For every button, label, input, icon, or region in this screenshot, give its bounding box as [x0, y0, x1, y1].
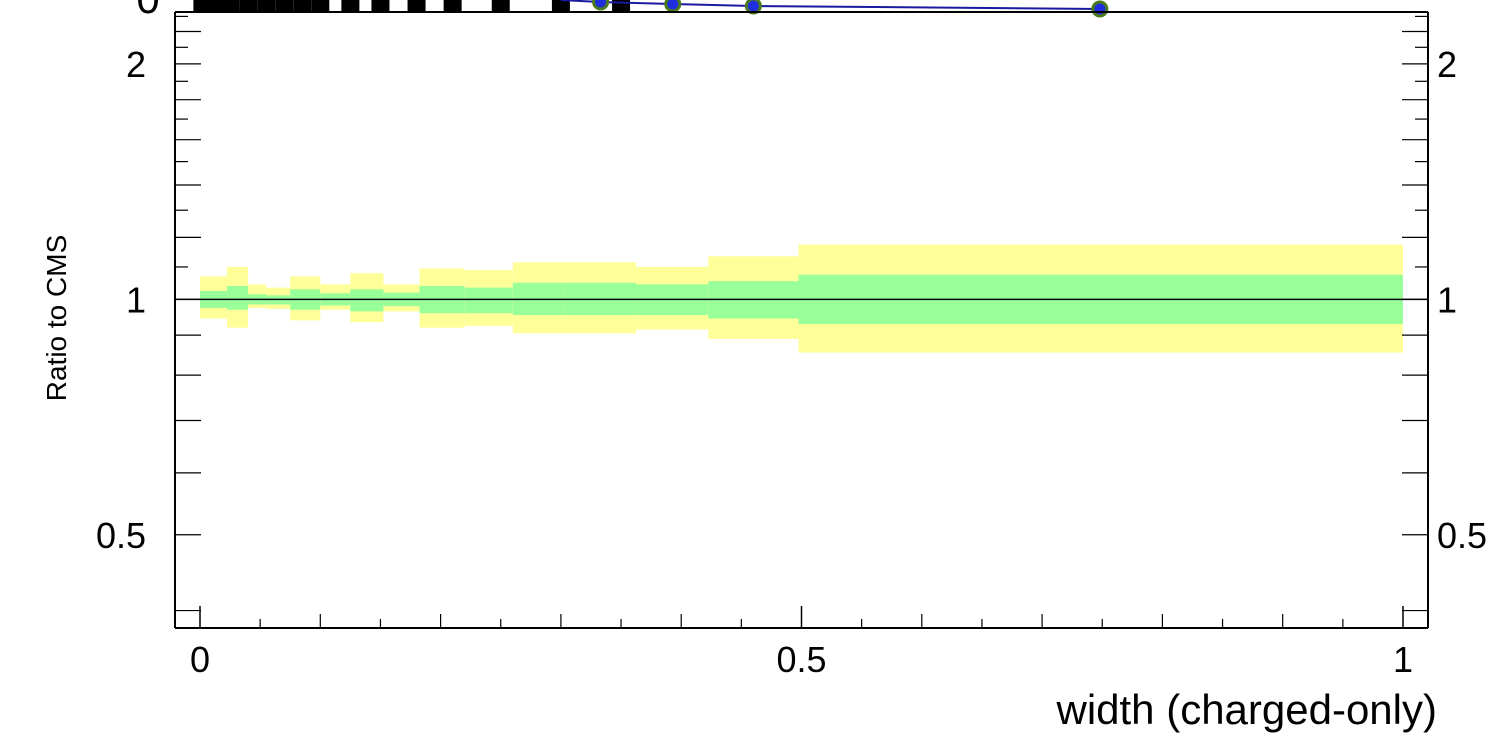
- y-tick-label-left: 0.5: [96, 515, 146, 556]
- stat-uncertainty-band-bin-9: [464, 287, 513, 314]
- x-tick-label: 0.5: [776, 639, 826, 680]
- upper-data-marker: [491, 0, 510, 12]
- upper-data-marker: [293, 0, 312, 12]
- x-axis-label: width (charged-only): [1055, 686, 1437, 733]
- axis-ticks: [175, 15, 1428, 628]
- upper-data-marker: [206, 0, 225, 12]
- upper-data-marker: [443, 0, 462, 12]
- tick-labels: 0 0.5 1 0.5 0.5 1 1 2 2: [96, 44, 1487, 680]
- upper-panel-y-tick-label: 0: [136, 0, 159, 22]
- upper-overlay-marker: [664, 0, 682, 13]
- upper-data-marker: [221, 0, 240, 12]
- y-axis-label: Ratio to CMS: [41, 235, 72, 402]
- upper-panel-fragment: 0: [136, 0, 1428, 22]
- x-tick-label: 1: [1393, 639, 1413, 680]
- stat-uncertainty-band-bin-1: [227, 286, 249, 310]
- upper-data-marker: [275, 0, 294, 12]
- upper-data-marker: [371, 0, 390, 12]
- stat-uncertainty-band-bin-6: [350, 289, 384, 312]
- uncertainty-bands: [200, 244, 1403, 353]
- y-tick-label-left: 1: [126, 279, 146, 320]
- upper-overlay-line: [560, 0, 1100, 10]
- y-tick-label-right: 1: [1437, 279, 1457, 320]
- y-tick-label-right: 2: [1437, 44, 1457, 85]
- upper-data-marker: [239, 0, 258, 12]
- upper-overlay-marker: [1091, 0, 1109, 18]
- upper-data-marker: [407, 0, 426, 12]
- y-tick-label-left: 2: [126, 44, 146, 85]
- x-tick-label: 0: [190, 639, 210, 680]
- y-tick-label-right: 0.5: [1437, 515, 1487, 556]
- upper-data-marker: [551, 0, 570, 12]
- upper-data-marker: [257, 0, 276, 12]
- upper-panel-markers: [193, 0, 1109, 18]
- upper-data-marker: [311, 0, 330, 12]
- upper-overlay-marker: [592, 0, 610, 11]
- upper-data-marker: [341, 0, 360, 12]
